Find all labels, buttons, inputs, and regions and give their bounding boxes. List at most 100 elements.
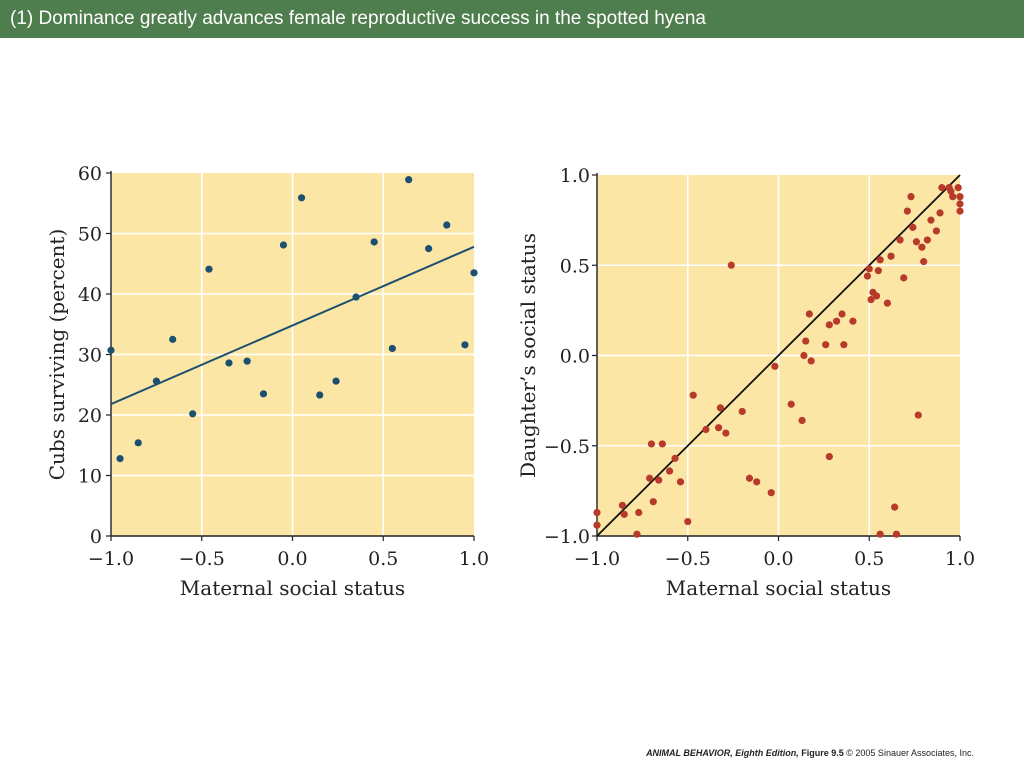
x-axis-label: Maternal social status <box>666 576 891 600</box>
data-point <box>867 295 875 304</box>
y-tick-label: 30 <box>78 345 102 367</box>
credit-book: ANIMAL BEHAVIOR, Eighth Edition, <box>646 748 799 758</box>
data-point <box>702 425 710 434</box>
data-point <box>618 501 627 509</box>
credit-copyright: © 2005 Sinauer Associates, Inc. <box>846 748 974 758</box>
data-point <box>388 344 396 353</box>
data-point <box>771 362 779 370</box>
data-point <box>918 243 926 251</box>
data-point <box>954 184 962 192</box>
data-point <box>876 256 884 264</box>
data-point <box>370 238 378 246</box>
data-point <box>891 503 899 511</box>
x-tick-label: 0.5 <box>368 548 398 570</box>
data-point <box>593 521 601 529</box>
chart-daughter-status: −1.0 −0.5 0.0 0.5 1.0 −1.0 −0.5 0.0 0.5 1.0 Matern… <box>516 165 975 600</box>
data-point <box>949 193 957 201</box>
chart-cubs-surviving: −1.0 −0.5 0.0 0.5 1.0 0 10 20 30 40 50 60 Maternal s… <box>45 163 489 600</box>
data-point <box>243 357 251 365</box>
y-tick-label: 0.0 <box>560 346 590 368</box>
data-point <box>887 252 895 260</box>
data-point <box>947 187 955 195</box>
data-point <box>914 411 922 419</box>
data-point <box>745 474 754 482</box>
data-point <box>938 184 946 192</box>
x-axis-label: Maternal social status <box>180 576 405 600</box>
data-point <box>107 346 115 354</box>
data-point <box>715 424 723 432</box>
data-point <box>936 209 944 217</box>
data-point <box>840 341 848 349</box>
y-axis-label: Cubs surviving (percent) <box>45 229 69 481</box>
data-point <box>900 274 908 282</box>
data-point <box>169 335 177 343</box>
data-point <box>825 321 833 329</box>
data-point <box>332 377 340 385</box>
data-point <box>461 341 469 349</box>
data-point <box>767 489 775 497</box>
data-point <box>865 265 873 273</box>
data-point <box>316 391 324 399</box>
data-point <box>279 241 288 249</box>
title-bar: (1) Dominance greatly advances female re… <box>0 0 1024 38</box>
data-point <box>849 317 857 325</box>
data-point <box>863 272 872 280</box>
data-point <box>297 194 306 202</box>
y-tick-label: 50 <box>78 224 102 246</box>
data-point <box>666 467 674 475</box>
x-tick-label: −1.0 <box>88 548 134 570</box>
data-point <box>655 476 663 484</box>
data-point <box>259 390 268 398</box>
data-point <box>805 310 813 318</box>
data-point <box>225 359 233 367</box>
data-point <box>903 207 911 215</box>
data-point <box>649 498 657 506</box>
y-tick-label: 40 <box>78 284 102 306</box>
data-point <box>802 337 810 345</box>
x-tick-label: −0.5 <box>179 548 225 570</box>
slide-title: (1) Dominance greatly advances female re… <box>10 8 706 29</box>
y-tick-label: −0.5 <box>544 436 590 458</box>
data-point <box>738 407 746 416</box>
data-point <box>116 454 124 463</box>
y-tick-label: 0 <box>90 526 102 548</box>
data-point <box>671 454 679 462</box>
y-tick-label: 1.0 <box>560 165 590 187</box>
data-point <box>907 193 915 201</box>
y-axis-label: Daughter’s social status <box>516 233 540 478</box>
x-tick-label: 0.5 <box>854 548 884 570</box>
data-point <box>956 207 964 215</box>
data-point <box>646 474 654 482</box>
data-point <box>822 341 830 349</box>
y-tick-label: −1.0 <box>544 526 590 548</box>
data-point <box>152 377 160 385</box>
regression-line <box>110 245 475 406</box>
data-point <box>800 351 808 360</box>
data-point <box>727 261 735 269</box>
figure-credit: ANIMAL BEHAVIOR, Eighth Edition, Figure … <box>646 748 974 758</box>
x-tick-label: −0.5 <box>665 548 711 570</box>
credit-figure: Figure 9.5 <box>801 748 844 758</box>
y-tick-label: 10 <box>78 466 102 488</box>
data-point <box>923 236 931 244</box>
data-point <box>909 223 917 231</box>
data-point <box>825 452 833 461</box>
data-point <box>927 216 935 224</box>
data-point <box>620 510 628 518</box>
data-point <box>633 530 641 538</box>
data-point <box>753 478 761 486</box>
x-tick-label: 1.0 <box>945 548 975 570</box>
data-point <box>722 429 730 437</box>
data-point <box>872 292 881 300</box>
data-point <box>956 200 964 208</box>
data-point <box>425 245 433 253</box>
data-point <box>352 293 360 301</box>
data-point <box>689 391 697 399</box>
data-point <box>956 193 964 201</box>
data-point <box>787 400 795 408</box>
data-point <box>635 508 643 517</box>
data-point <box>912 238 921 246</box>
data-point <box>405 176 413 184</box>
regression-line <box>596 174 961 537</box>
y-tick-label: 0.5 <box>560 255 590 277</box>
